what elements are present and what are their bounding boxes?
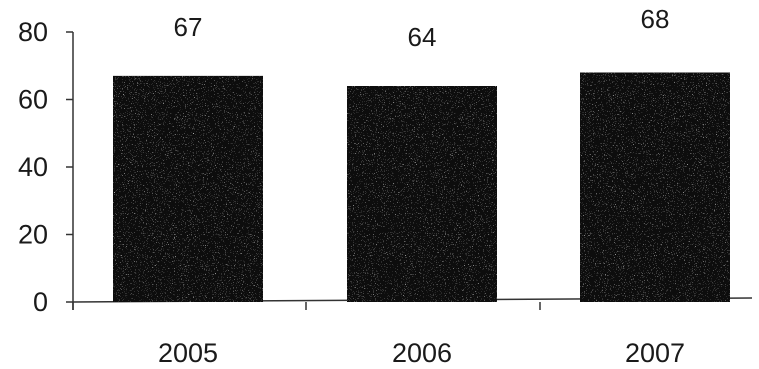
y-tick-label: 60	[18, 85, 48, 115]
bar-2005	[113, 75, 263, 302]
bars-group	[113, 72, 730, 302]
x-category-label: 2007	[625, 338, 685, 368]
data-labels-group: 67 64 68	[174, 4, 670, 52]
y-tick-label: 0	[33, 287, 48, 317]
y-axis: 0 20 40 60 80	[18, 17, 74, 317]
y-tick-label: 40	[18, 152, 48, 182]
y-tick-label: 20	[18, 220, 48, 250]
data-label-2006: 64	[408, 22, 437, 52]
data-label-2007: 68	[641, 4, 670, 34]
y-tick-label: 80	[18, 17, 48, 47]
x-axis: 2005 2006 2007	[72, 297, 753, 368]
bar-2006	[347, 86, 497, 302]
bar-2007	[580, 72, 730, 302]
data-label-2005: 67	[174, 12, 203, 42]
x-category-label: 2005	[158, 338, 218, 368]
x-category-label: 2006	[392, 338, 452, 368]
